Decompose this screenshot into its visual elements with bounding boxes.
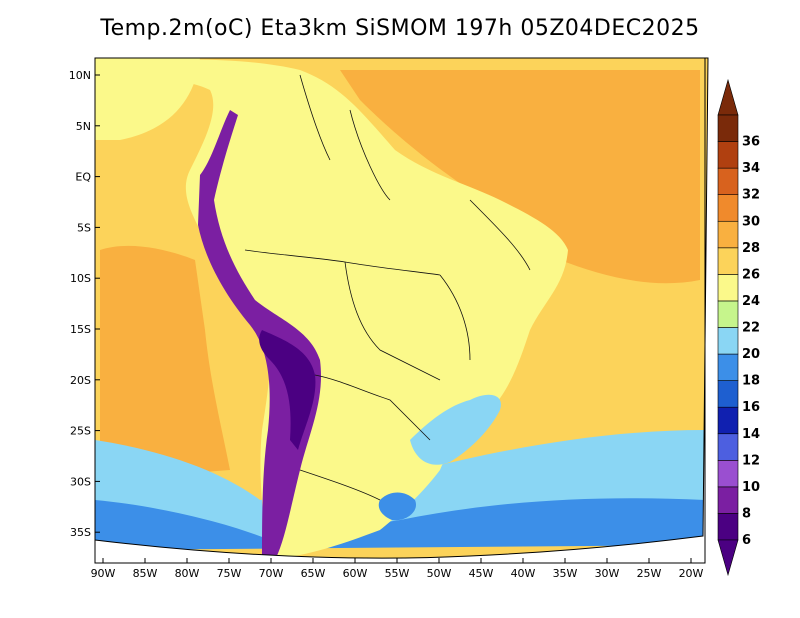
temperature-field xyxy=(95,58,708,559)
colorbar-swatch xyxy=(717,300,739,328)
colorbar-swatch xyxy=(717,327,739,355)
lon-label-60w: 60W xyxy=(343,567,368,580)
colorbar-label: 30 xyxy=(742,214,760,229)
lon-label-85w: 85W xyxy=(133,567,158,580)
lat-label-eq: EQ xyxy=(75,171,91,184)
colorbar-label: 8 xyxy=(742,506,751,521)
latitude-axis: 10N 5N EQ 5S 10S 15S 20S 25S 30S 35S xyxy=(69,69,100,539)
colorbar-max-arrow xyxy=(717,78,739,116)
colorbar: 6 8 10 12 14 16 18 20 22 24 26 28 30 32 34 36 xyxy=(717,78,760,577)
colorbar-label: 6 xyxy=(742,533,751,548)
colorbar-swatch xyxy=(717,114,739,142)
lon-label-50w: 50W xyxy=(427,567,452,580)
warm-atlantic-region xyxy=(340,70,700,284)
colorbar-label: 16 xyxy=(742,400,760,415)
altiplano-cold-core xyxy=(259,330,316,450)
lat-label-15s: 15S xyxy=(70,323,91,336)
map-frame xyxy=(94,57,709,559)
lat-label-25s: 25S xyxy=(70,425,91,438)
lon-label-35w: 35W xyxy=(553,567,578,580)
southeast-cool-patch xyxy=(410,394,501,465)
warm-pacific-region xyxy=(100,245,230,480)
lon-label-45w: 45W xyxy=(469,567,494,580)
colorbar-label: 10 xyxy=(742,480,760,495)
south-cold-region xyxy=(95,498,705,550)
lon-label-40w: 40W xyxy=(511,567,536,580)
colorbar-label: 28 xyxy=(742,241,760,256)
lat-label-20s: 20S xyxy=(70,374,91,387)
colorbar-swatch xyxy=(717,274,739,302)
colorbar-swatch xyxy=(717,194,739,222)
map-title: Temp.2m(oC) Eta3km SiSMOM 197h 05Z04DEC2… xyxy=(100,16,700,41)
longitude-axis: 90W 85W 80W 75W 70W 65W 60W 55W 50W 45W 40W 35W 30W 2… xyxy=(91,558,704,580)
country-borders xyxy=(244,74,531,501)
colorbar-label: 26 xyxy=(742,267,760,282)
lat-label-5s: 5S xyxy=(77,221,91,234)
colorbar-label: 20 xyxy=(742,347,760,362)
lon-label-75w: 75W xyxy=(217,567,242,580)
lon-label-70w: 70W xyxy=(259,567,284,580)
colorbar-swatch xyxy=(717,460,739,488)
colorbar-label: 18 xyxy=(742,374,760,389)
colorbar-label: 24 xyxy=(742,294,760,309)
plot-frame xyxy=(94,57,706,564)
lat-label-10s: 10S xyxy=(70,272,91,285)
lon-label-25w: 25W xyxy=(637,567,662,580)
lon-label-55w: 55W xyxy=(385,567,410,580)
lat-label-5n: 5N xyxy=(76,120,91,133)
colorbar-swatch xyxy=(717,406,739,435)
colorbar-min-arrow xyxy=(717,539,739,577)
uruguay-cool-patch xyxy=(378,492,416,521)
colorbar-swatch xyxy=(717,167,739,195)
colorbar-label: 32 xyxy=(742,188,760,203)
colorbar-swatch xyxy=(717,220,739,249)
lon-label-80w: 80W xyxy=(175,567,200,580)
colorbar-label: 34 xyxy=(742,161,760,176)
colorbar-swatch xyxy=(717,433,739,461)
andes-cold-strip xyxy=(198,110,321,559)
lat-label-10n: 10N xyxy=(69,69,91,82)
colorbar-swatch xyxy=(717,141,739,169)
colorbar-swatch xyxy=(717,247,739,275)
colorbar-swatch xyxy=(717,380,739,408)
lat-label-30s: 30S xyxy=(70,475,91,488)
colorbar-label: 12 xyxy=(742,453,760,468)
lon-label-20w: 20W xyxy=(679,567,704,580)
lon-label-90w: 90W xyxy=(91,567,116,580)
colorbar-swatch xyxy=(717,353,739,381)
colorbar-label: 22 xyxy=(742,321,760,336)
colorbar-swatch xyxy=(717,486,739,514)
lon-label-65w: 65W xyxy=(301,567,326,580)
colorbar-swatch xyxy=(717,513,739,541)
colorbar-label: 14 xyxy=(742,427,760,442)
colorbar-label: 36 xyxy=(742,135,760,150)
lon-label-30w: 30W xyxy=(595,567,620,580)
lat-label-35s: 35S xyxy=(70,526,91,539)
